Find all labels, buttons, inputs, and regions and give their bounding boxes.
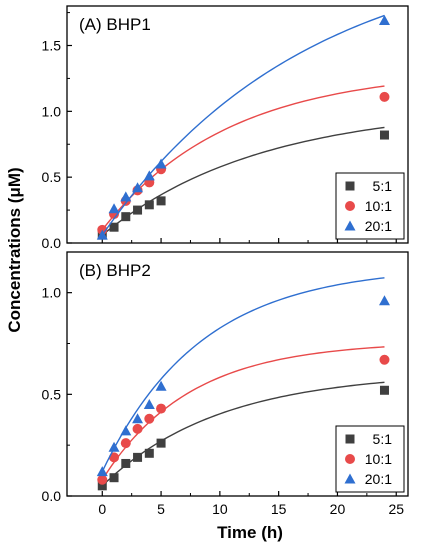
- series-5-1: [97, 381, 389, 491]
- data-point: [109, 473, 119, 483]
- data-point: [155, 158, 167, 169]
- legend: 5:1 10:1 20:1: [335, 172, 405, 240]
- data-point: [378, 295, 390, 306]
- x-axis-label: Time (h): [217, 523, 283, 542]
- data-point: [379, 130, 389, 140]
- series-10-1: [97, 346, 390, 485]
- y-tick-label: 0.0: [42, 488, 62, 504]
- data-point: [378, 14, 390, 25]
- data-point: [121, 458, 131, 468]
- x-tick-label: 10: [212, 501, 228, 517]
- legend: 5:1 10:1 20:1: [335, 425, 405, 493]
- x-tick-label: 20: [330, 501, 346, 517]
- data-point: [120, 438, 131, 449]
- data-point: [133, 205, 143, 215]
- legend-label: 10:1: [365, 451, 392, 467]
- data-point: [379, 354, 390, 365]
- data-point: [108, 203, 120, 214]
- plot-frame: [66, 5, 409, 244]
- data-point: [108, 441, 120, 452]
- panel-title: (A) BHP1: [79, 15, 151, 34]
- series-20-1: [96, 277, 390, 477]
- x-tick-label: 5: [157, 501, 165, 517]
- data-point: [132, 423, 143, 434]
- data-point: [97, 481, 107, 491]
- data-point: [156, 403, 167, 414]
- plot-frame: [66, 251, 409, 497]
- legend-marker: [345, 181, 355, 191]
- legend-marker: [345, 434, 355, 444]
- data-point: [156, 438, 166, 448]
- data-point: [144, 413, 155, 424]
- legend-label: 20:1: [365, 218, 392, 234]
- legend-marker: [345, 201, 355, 211]
- x-tick-label: 0: [98, 501, 106, 517]
- data-point: [156, 196, 166, 206]
- y-tick-label: 0.5: [42, 169, 62, 185]
- legend-label: 20:1: [365, 471, 392, 487]
- data-point: [97, 474, 108, 485]
- x-tick-label: 25: [388, 501, 404, 517]
- data-point: [120, 191, 132, 202]
- legend-label: 10:1: [365, 198, 392, 214]
- legend-label: 5:1: [373, 431, 393, 447]
- fit-curve: [101, 277, 385, 472]
- data-point: [143, 399, 155, 409]
- y-tick-label: 1.5: [42, 38, 62, 54]
- legend-marker: [345, 454, 355, 464]
- y-axis-label: Concentrations (μM): [5, 167, 24, 332]
- data-point: [109, 222, 119, 232]
- panel-b: 0.0 0.5 1.0 0 5 10 15 20 25 (B) BHP2 5:1 10:1 20:1: [42, 251, 409, 517]
- data-point: [120, 425, 132, 436]
- panel-title: (B) BHP2: [79, 261, 151, 280]
- data-point: [96, 229, 108, 240]
- panel-a: 0.0 0.5 1.0 1.5 (A) BHP1 5:1 10:1 20:1: [42, 5, 409, 251]
- data-point: [143, 170, 155, 181]
- data-point: [132, 413, 144, 424]
- data-point: [144, 200, 154, 210]
- data-point: [379, 91, 390, 102]
- data-point: [132, 182, 144, 193]
- series-20-1: [96, 14, 390, 240]
- legend-label: 5:1: [373, 178, 393, 194]
- data-point: [379, 385, 389, 395]
- x-tick-label: 15: [271, 501, 287, 517]
- data-point: [96, 466, 108, 477]
- y-tick-label: 0.0: [42, 235, 62, 251]
- y-tick-label: 0.5: [42, 386, 62, 402]
- fit-curve: [101, 381, 385, 487]
- data-point: [109, 452, 120, 463]
- legend-marker: [344, 473, 356, 484]
- y-tick-label: 1.0: [42, 103, 62, 119]
- y-tick-label: 1.0: [42, 285, 62, 301]
- data-point: [133, 452, 143, 462]
- legend-marker: [344, 220, 356, 231]
- data-point: [121, 212, 131, 222]
- data-point: [155, 380, 167, 391]
- data-point: [144, 448, 154, 458]
